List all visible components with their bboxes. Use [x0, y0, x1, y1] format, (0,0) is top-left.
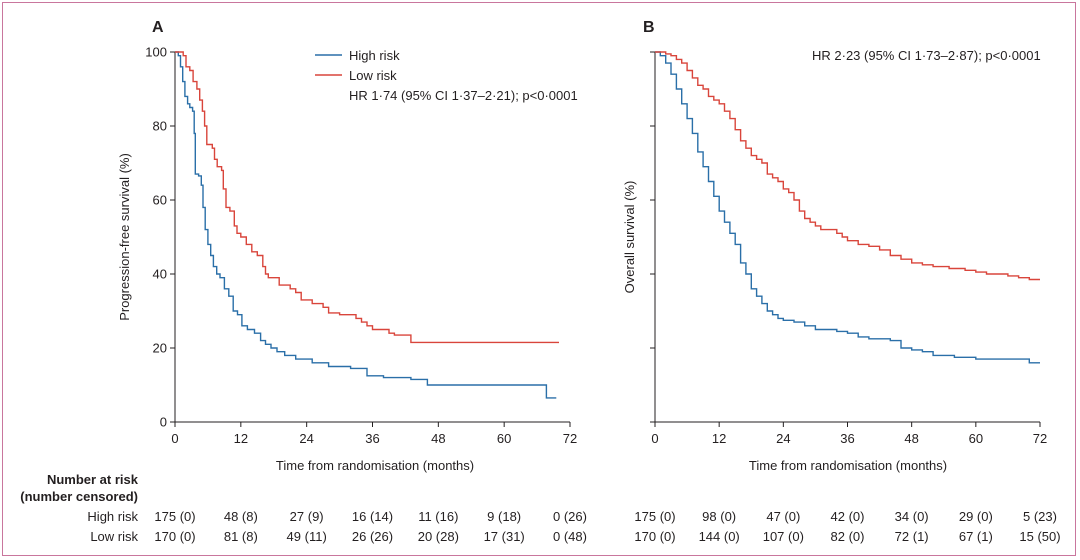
panel-b-risk-high-risk-value: 42 (0) — [831, 509, 865, 524]
panel-b-letter: B — [643, 19, 655, 36]
panel-a-risk-low-risk-value: 170 (0) — [154, 529, 195, 544]
panel-a-risk-high-risk-value: 11 (16) — [418, 509, 458, 524]
panel-b-x-tick-label: 12 — [712, 431, 726, 446]
panel-a: A Time from randomisation (months) Progr… — [117, 19, 578, 473]
panel-b-risk-high-risk-value: 47 (0) — [766, 509, 800, 524]
panel-b-risk-high-risk-value: 34 (0) — [895, 509, 929, 524]
panel-a-risk-high-risk-value: 48 (8) — [224, 509, 258, 524]
panel-b-x-tick-label: 48 — [904, 431, 918, 446]
panel-a-risk-low-risk-value: 26 (26) — [352, 529, 393, 544]
panel-a-y-tick-label: 20 — [153, 341, 167, 356]
panel-a-x-tick-label: 48 — [431, 431, 445, 446]
panel-b-low-risk-curve — [655, 51, 1040, 281]
panel-b: B Time from randomisation (months) Overa… — [622, 19, 1041, 473]
panel-a-y-tick-label: 0 — [160, 415, 167, 430]
panel-a-letter: A — [152, 19, 164, 36]
panel-a-risk-high-risk-value: 16 (14) — [352, 509, 393, 524]
risk-table-subheader: (number censored) — [20, 489, 138, 504]
panel-a-risk-high-risk-value: 175 (0) — [154, 509, 195, 524]
panel-a-low-risk-curve — [175, 51, 559, 344]
panel-b-x-tick-label: 0 — [651, 431, 658, 446]
panel-b-hr-annotation: HR 2·23 (95% CI 1·73–2·87); p<0·0001 — [812, 48, 1041, 63]
panel-b-risk-high-risk-value: 29 (0) — [959, 509, 993, 524]
panel-a-x-tick-label: 12 — [234, 431, 248, 446]
panel-b-risk-low-risk-value: 15 (50) — [1019, 529, 1060, 544]
panel-a-risk-low-risk-value: 81 (8) — [224, 529, 258, 544]
risk-row-label-high-risk: High risk — [87, 509, 138, 524]
panel-a-risk-low-risk-value: 20 (28) — [418, 529, 459, 544]
panel-a-hr-annotation: HR 1·74 (95% CI 1·37–2·21); p<0·0001 — [349, 88, 578, 103]
panel-b-risk-high-risk-value: 175 (0) — [634, 509, 675, 524]
panel-a-risk-low-risk-value: 17 (31) — [484, 529, 525, 544]
panel-b-risk-low-risk-value: 170 (0) — [634, 529, 675, 544]
panel-b-risk-high-risk-value: 5 (23) — [1023, 509, 1057, 524]
panel-a-y-tick-label: 40 — [153, 267, 167, 282]
panel-a-x-tick-label: 24 — [299, 431, 313, 446]
panel-a-x-label: Time from randomisation (months) — [276, 458, 474, 473]
panel-a-risk-high-risk-value: 9 (18) — [487, 509, 521, 524]
panel-a-high-risk-curve — [175, 51, 557, 399]
panel-a-risk-high-risk-value: 0 (26) — [553, 509, 587, 524]
panel-b-risk-low-risk-value: 144 (0) — [699, 529, 740, 544]
panel-a-risk-low-risk-value: 0 (48) — [553, 529, 587, 544]
legend-label-low-risk: Low risk — [349, 68, 397, 83]
panel-b-x-tick-label: 24 — [776, 431, 790, 446]
number-at-risk-table: Number at risk (number censored) High ri… — [20, 472, 139, 544]
panel-a-y-tick-label: 60 — [153, 193, 167, 208]
panel-b-risk-low-risk-value: 82 (0) — [831, 529, 865, 544]
panel-b-x-label: Time from randomisation (months) — [749, 458, 947, 473]
chart-marks: 0 12 24 36 48 60 72 0 20 40 60 80 100 175 (0) 48 (8) 27… — [145, 45, 1060, 545]
panel-a-y-tick-label: 100 — [145, 45, 167, 60]
panel-a-x-tick-label: 72 — [563, 431, 577, 446]
panel-a-x-tick-label: 0 — [171, 431, 178, 446]
panel-a-x-tick-label: 36 — [365, 431, 379, 446]
risk-row-label-low-risk: Low risk — [90, 529, 138, 544]
legend: High risk Low risk — [315, 48, 400, 83]
risk-table-header: Number at risk — [47, 472, 139, 487]
panel-b-x-tick-label: 60 — [969, 431, 983, 446]
panel-b-high-risk-curve — [655, 51, 1040, 364]
panel-a-risk-high-risk-value: 27 (9) — [290, 509, 324, 524]
panel-b-risk-low-risk-value: 72 (1) — [895, 529, 929, 544]
panel-b-risk-high-risk-value: 98 (0) — [702, 509, 736, 524]
panel-a-x-tick-label: 60 — [497, 431, 511, 446]
panel-a-risk-low-risk-value: 49 (11) — [287, 529, 327, 544]
panel-b-x-tick-label: 36 — [840, 431, 854, 446]
panel-a-y-tick-label: 80 — [153, 119, 167, 134]
panel-a-y-label: Progression-free survival (%) — [117, 153, 132, 321]
panel-b-y-label: Overall survival (%) — [622, 181, 637, 294]
panel-b-x-tick-label: 72 — [1033, 431, 1047, 446]
panel-b-risk-low-risk-value: 107 (0) — [763, 529, 804, 544]
panel-b-risk-low-risk-value: 67 (1) — [959, 529, 993, 544]
legend-label-high-risk: High risk — [349, 48, 400, 63]
